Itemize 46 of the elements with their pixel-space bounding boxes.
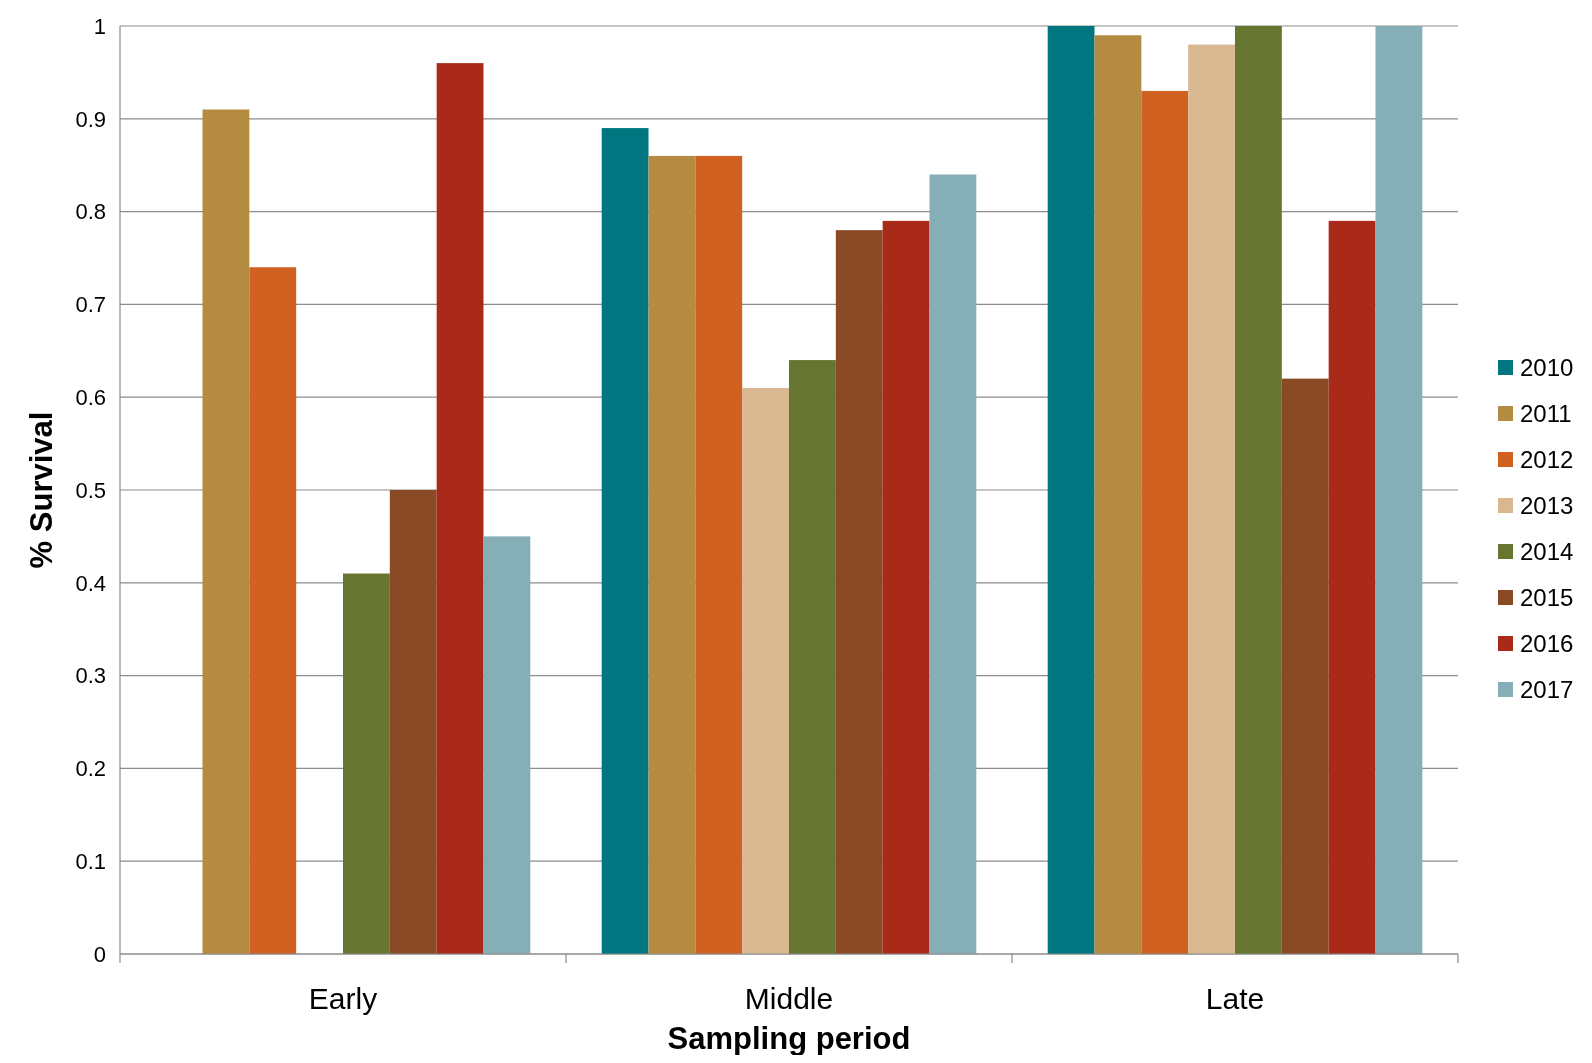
bar bbox=[343, 573, 390, 954]
y-tick-label: 0.3 bbox=[75, 663, 106, 689]
bar bbox=[1047, 26, 1095, 954]
bar bbox=[1141, 90, 1189, 954]
y-tick-label: 0.1 bbox=[75, 848, 106, 874]
legend-label: 2010 bbox=[1520, 354, 1574, 382]
x-tick-label: Late bbox=[1205, 982, 1265, 1015]
y-tick-label: 0.2 bbox=[75, 756, 106, 782]
bar bbox=[1328, 220, 1376, 954]
legend-label: 2012 bbox=[1520, 446, 1574, 474]
legend-label: 2014 bbox=[1520, 538, 1574, 566]
legend-label: 2017 bbox=[1520, 676, 1574, 704]
bar bbox=[835, 230, 883, 954]
y-axis-title: % Survival bbox=[24, 411, 59, 569]
bar bbox=[483, 536, 531, 954]
legend-label: 2016 bbox=[1520, 630, 1574, 658]
bar bbox=[1094, 35, 1142, 954]
legend-label: 2015 bbox=[1520, 584, 1574, 612]
legend-label: 2011 bbox=[1520, 400, 1572, 428]
y-tick-label: 0 bbox=[93, 941, 106, 967]
x-tick-label: Early bbox=[308, 982, 378, 1015]
bar bbox=[882, 220, 930, 954]
bar bbox=[436, 63, 484, 954]
bar bbox=[1188, 44, 1235, 954]
y-tick-label: 0.6 bbox=[75, 384, 106, 410]
legend-label: 2013 bbox=[1520, 492, 1574, 520]
bar bbox=[695, 155, 743, 954]
bar bbox=[1375, 26, 1423, 954]
bar bbox=[249, 267, 297, 954]
y-tick-label: 0.7 bbox=[75, 292, 106, 318]
y-tick-label: 0.9 bbox=[75, 106, 106, 132]
bar bbox=[742, 387, 789, 954]
bar bbox=[929, 174, 977, 954]
y-tick-label: 1 bbox=[93, 13, 106, 39]
bar bbox=[601, 128, 649, 954]
x-axis-title: Sampling period bbox=[667, 1021, 911, 1056]
y-tick-label: 0.8 bbox=[75, 199, 106, 225]
y-tick-label: 0.5 bbox=[75, 477, 106, 503]
y-tick-label: 0.4 bbox=[75, 570, 106, 596]
bar bbox=[648, 155, 696, 954]
bar bbox=[202, 109, 250, 954]
bar bbox=[1235, 26, 1282, 954]
bar bbox=[389, 490, 437, 954]
x-tick-label: Middle bbox=[744, 982, 834, 1015]
bar bbox=[789, 360, 836, 954]
bar bbox=[1281, 378, 1329, 954]
